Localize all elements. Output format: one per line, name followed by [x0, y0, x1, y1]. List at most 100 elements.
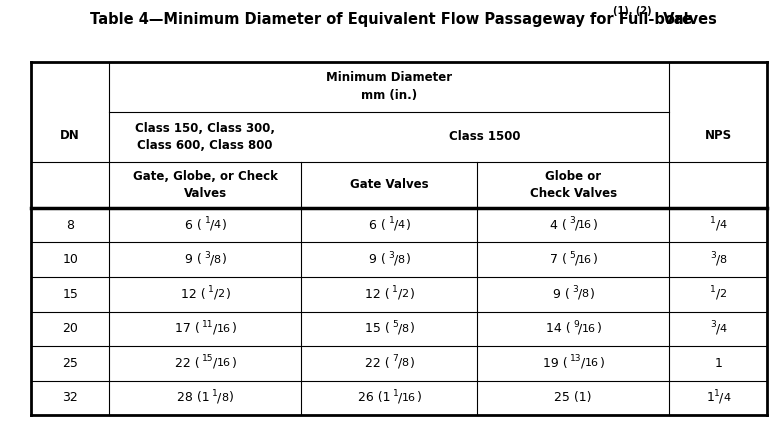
- Text: 8: 8: [67, 219, 74, 232]
- Text: 25: 25: [62, 357, 78, 370]
- Text: 32: 32: [63, 391, 78, 404]
- Text: 5: 5: [392, 320, 398, 329]
- Text: Gate, Globe, or Check
Valves: Gate, Globe, or Check Valves: [132, 170, 277, 200]
- Text: 3: 3: [710, 320, 716, 329]
- Text: 2: 2: [720, 289, 727, 299]
- Text: DN: DN: [60, 128, 80, 142]
- Text: ): ): [406, 253, 411, 266]
- Text: 4 (: 4 (: [550, 219, 566, 232]
- Text: ): ): [410, 288, 414, 301]
- Text: 3: 3: [388, 251, 395, 260]
- Text: 1: 1: [392, 285, 398, 294]
- Text: ): ): [410, 322, 414, 335]
- Text: 26 (1: 26 (1: [358, 391, 391, 404]
- Text: 1: 1: [706, 391, 714, 404]
- Text: Class 1500: Class 1500: [449, 131, 521, 143]
- Text: 15 (: 15 (: [365, 322, 390, 335]
- Text: Minimum Diameter
mm (in.): Minimum Diameter mm (in.): [326, 71, 452, 102]
- Text: 9 (: 9 (: [369, 253, 386, 266]
- Text: 1: 1: [204, 216, 211, 226]
- Text: Valves: Valves: [658, 12, 716, 27]
- Text: 8: 8: [402, 324, 409, 334]
- Text: /: /: [394, 253, 398, 266]
- Text: /: /: [716, 219, 720, 232]
- Text: 1: 1: [710, 216, 716, 226]
- Text: 20: 20: [62, 322, 78, 335]
- Text: /: /: [213, 357, 217, 370]
- Text: 16: 16: [578, 220, 592, 230]
- Text: /: /: [210, 219, 214, 232]
- Text: /: /: [398, 288, 402, 301]
- Text: 22 (: 22 (: [175, 357, 200, 370]
- Text: ): ): [222, 219, 227, 232]
- Text: /: /: [210, 253, 214, 266]
- Text: 3: 3: [710, 251, 716, 260]
- Text: /: /: [720, 391, 723, 404]
- Text: 4: 4: [214, 220, 221, 230]
- Text: 22 (: 22 (: [365, 357, 390, 370]
- Text: 8: 8: [402, 358, 409, 369]
- Text: 7 (: 7 (: [550, 253, 567, 266]
- Text: ): ): [600, 357, 604, 370]
- Text: /: /: [579, 322, 583, 335]
- Text: 6 (: 6 (: [369, 219, 386, 232]
- Text: 11: 11: [202, 320, 214, 329]
- Text: ): ): [229, 391, 234, 404]
- Text: Class 150, Class 300,
Class 600, Class 800: Class 150, Class 300, Class 600, Class 8…: [135, 122, 275, 152]
- Text: 3: 3: [572, 285, 579, 294]
- Text: ): ): [590, 288, 595, 301]
- Text: 8: 8: [582, 289, 589, 299]
- Text: ): ): [594, 219, 598, 232]
- Text: /: /: [716, 253, 720, 266]
- Text: ): ): [406, 219, 411, 232]
- Text: 1: 1: [388, 216, 395, 226]
- Text: 4: 4: [720, 324, 727, 334]
- Text: /: /: [581, 357, 585, 370]
- Text: ): ): [417, 391, 421, 404]
- Text: /: /: [218, 391, 222, 404]
- Text: 2: 2: [402, 289, 409, 299]
- Text: 1: 1: [714, 389, 720, 398]
- Text: 7: 7: [392, 354, 398, 363]
- Text: /: /: [213, 322, 217, 335]
- Text: Globe or
Check Valves: Globe or Check Valves: [529, 170, 617, 200]
- Text: 8: 8: [720, 255, 727, 265]
- Text: 9 (: 9 (: [185, 253, 202, 266]
- Text: Table 4—Minimum Diameter of Equivalent Flow Passageway for Full-bore: Table 4—Minimum Diameter of Equivalent F…: [91, 12, 692, 27]
- Text: 8: 8: [398, 255, 405, 265]
- Text: /: /: [578, 288, 582, 301]
- Text: 1: 1: [393, 389, 399, 398]
- Text: 16: 16: [585, 358, 599, 369]
- Text: 5: 5: [569, 251, 575, 260]
- Text: 1: 1: [710, 285, 716, 294]
- Text: 4: 4: [723, 393, 731, 403]
- Text: /: /: [716, 288, 720, 301]
- Text: ): ): [222, 253, 227, 266]
- Text: /: /: [716, 322, 720, 335]
- Text: 6 (: 6 (: [185, 219, 202, 232]
- Text: 9 (: 9 (: [553, 288, 570, 301]
- Text: 16: 16: [582, 324, 596, 334]
- Text: 3: 3: [204, 251, 211, 260]
- Text: /: /: [394, 219, 398, 232]
- Text: 8: 8: [221, 393, 229, 403]
- Text: 10: 10: [62, 253, 78, 266]
- Text: Gate Valves: Gate Valves: [350, 178, 428, 191]
- Text: /: /: [575, 219, 579, 232]
- Text: 1: 1: [714, 357, 722, 370]
- Text: ): ): [226, 288, 230, 301]
- Text: 16: 16: [217, 324, 231, 334]
- Text: (1), (2): (1), (2): [613, 6, 651, 16]
- Text: 3: 3: [569, 216, 575, 226]
- Text: /: /: [398, 322, 402, 335]
- Text: /: /: [214, 288, 218, 301]
- Text: ): ): [594, 253, 598, 266]
- Text: 15: 15: [62, 288, 78, 301]
- Text: /: /: [398, 391, 402, 404]
- Text: 14 (: 14 (: [546, 322, 571, 335]
- Text: 15: 15: [202, 354, 214, 363]
- Text: 12 (: 12 (: [365, 288, 390, 301]
- Text: 17 (: 17 (: [175, 322, 200, 335]
- Text: 2: 2: [218, 289, 225, 299]
- Text: /: /: [575, 253, 579, 266]
